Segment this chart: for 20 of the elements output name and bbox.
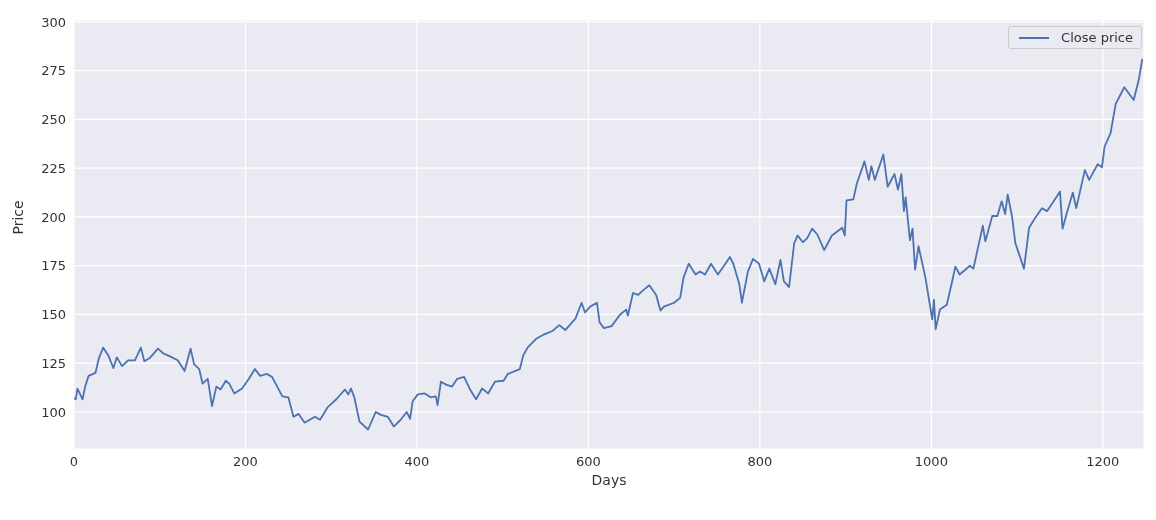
x-tick-label: 400: [404, 454, 430, 470]
legend-label: Close price: [1061, 30, 1133, 45]
y-tick-label: 175: [41, 258, 66, 274]
y-tick-label: 150: [41, 307, 66, 323]
x-tick-label: 1200: [1086, 454, 1120, 470]
y-tick-label: 225: [41, 160, 66, 176]
x-tick-label: 800: [747, 454, 773, 470]
x-tick-label: 0: [69, 454, 79, 470]
x-tick-label: 600: [576, 454, 601, 470]
y-tick-label: 200: [41, 209, 66, 225]
x-tick-label: 200: [233, 454, 258, 470]
line-series: [74, 58, 1144, 431]
y-axis-title: Price: [9, 200, 26, 235]
y-tick-label: 125: [41, 355, 66, 371]
y-tick-label: 100: [41, 404, 66, 420]
x-axis-title: Days: [591, 472, 627, 488]
x-tick-label: 1000: [914, 454, 948, 470]
y-tick-label: 250: [41, 112, 66, 128]
y-tick-label: 275: [41, 63, 66, 79]
y-tick-label: 300: [41, 14, 66, 30]
